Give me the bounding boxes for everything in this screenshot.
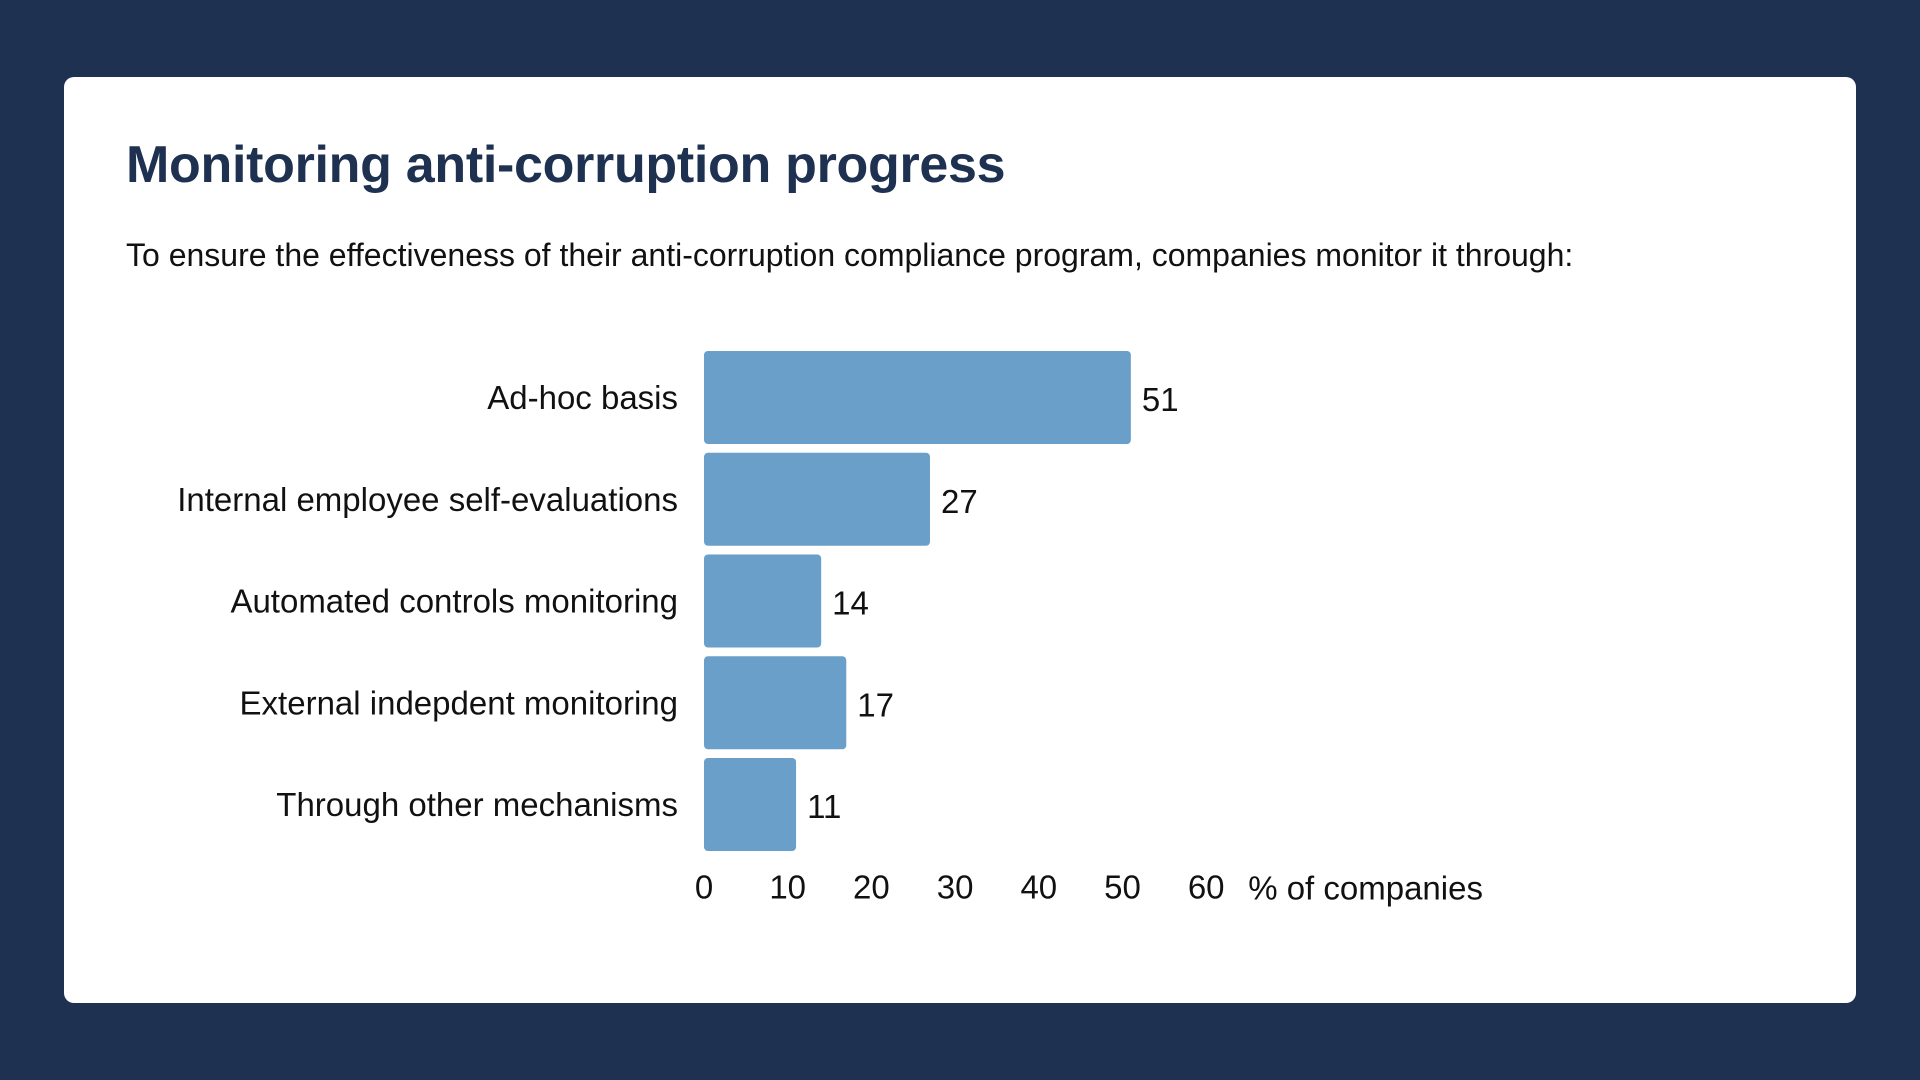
page-title: Monitoring anti-corruption progress [126, 136, 1006, 194]
category-label: Automated controls monitoring [230, 583, 678, 620]
bar [704, 452, 930, 546]
bar [704, 351, 1131, 444]
x-tick-label: 50 [1104, 869, 1141, 906]
bar [704, 554, 822, 648]
chart-card: Monitoring anti-corruption progress To e… [64, 77, 1856, 1003]
x-tick-label: 0 [695, 869, 713, 906]
x-tick-label: 60 [1188, 869, 1225, 906]
x-tick-label: 30 [937, 869, 974, 906]
x-tick-label: 10 [769, 869, 806, 906]
data-label: 27 [941, 483, 978, 520]
category-label: Ad-hoc basis [487, 379, 678, 416]
data-label: 51 [1142, 381, 1179, 418]
category-label: External indepdent monitoring [240, 684, 678, 721]
page-subtitle: To ensure the effectiveness of their ant… [126, 237, 1574, 273]
category-label: Through other mechanisms [276, 786, 678, 823]
data-label: 11 [807, 788, 841, 825]
x-tick-label: 40 [1020, 869, 1057, 906]
data-label: 17 [857, 686, 894, 723]
bar [704, 656, 847, 750]
bar-chart: Ad-hoc basis 51 Internal employee self-eva… [177, 351, 1483, 907]
x-axis-label: % of companies [1248, 870, 1483, 907]
data-label: 14 [832, 585, 869, 622]
category-label: Internal employee self-evaluations [177, 481, 678, 518]
x-tick-label: 20 [853, 869, 890, 906]
bar [704, 758, 797, 851]
